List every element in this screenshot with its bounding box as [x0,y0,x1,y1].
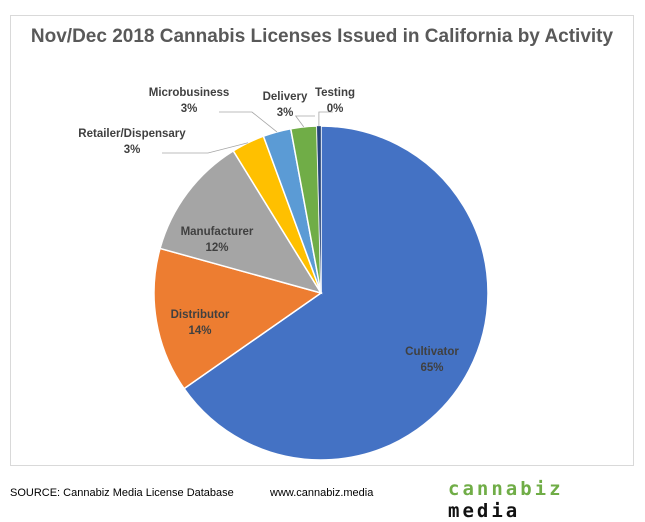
category-label: Cultivator [405,346,459,358]
chart-title: Nov/Dec 2018 Cannabis Licenses Issued in… [30,26,614,47]
leader-line [318,111,333,127]
percent-label: 3% [124,144,141,156]
data-label: Cultivator 65% [405,346,459,374]
data-label: Testing 0% [315,87,355,115]
data-label: Microbusiness 3% [149,87,230,115]
logo-part-1: cannabiz [448,478,564,500]
cannabiz-media-logo: cannabiz media [448,478,645,522]
leader-line [294,115,315,128]
pie-slice-cultivator [183,125,489,461]
percent-label: 65% [420,362,443,374]
leader-line [162,142,249,154]
chart-frame [10,15,634,466]
data-label: Distributor 14% [171,309,230,337]
data-label: Manufacturer 12% [181,226,254,254]
category-label: Delivery [263,91,308,103]
percent-label: 14% [188,325,211,337]
leader-line [219,111,278,133]
percent-label: 0% [327,103,344,115]
data-label: Delivery 3% [263,91,308,119]
percent-label: 3% [181,103,198,115]
logo-part-2: media [448,500,521,522]
category-label: Manufacturer [181,226,254,238]
data-label: Retailer/Dispensary 3% [78,128,186,156]
website-url: www.cannabiz.media [270,487,374,499]
category-label: Retailer/Dispensary [78,128,186,140]
pie-slice-testing [316,125,322,294]
pie-slice-manufacturer [159,149,323,295]
pie-slice-distributor [153,247,323,390]
category-label: Microbusiness [149,87,230,99]
percent-label: 3% [277,107,294,119]
category-label: Distributor [171,309,230,321]
category-label: Testing [315,87,355,99]
percent-label: 12% [205,242,228,254]
source-note: SOURCE: Cannabiz Media License Database [10,487,234,499]
